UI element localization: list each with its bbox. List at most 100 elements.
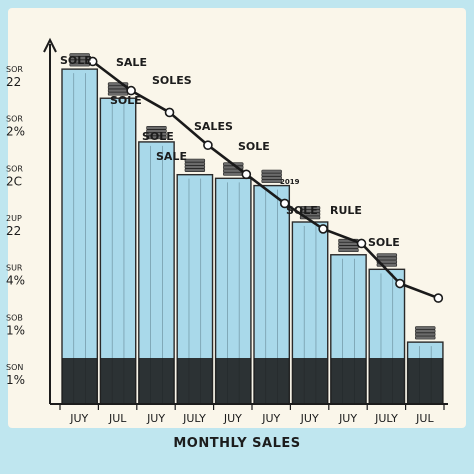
coin-stack <box>184 168 206 172</box>
chart-title: MONTHLY SALES <box>173 436 301 451</box>
trend-point <box>279 198 290 209</box>
x-tick-labels: JUY JUL JUY JULY JUY JUY JUY JUY JULY JUL <box>69 412 434 425</box>
annotation-label: SOLE <box>238 140 270 153</box>
y-tick-label: SOR <box>6 164 23 173</box>
bar <box>99 82 137 405</box>
trend-line-group <box>87 56 444 303</box>
coin-stack <box>184 158 206 163</box>
bar <box>406 326 444 405</box>
coin-stack <box>184 165 206 169</box>
y-tick-label: 2C <box>6 174 22 188</box>
trend-point <box>356 238 367 249</box>
coin-stack <box>146 126 167 130</box>
annotation-label: SOLE <box>286 204 318 217</box>
coin-stack <box>184 161 206 166</box>
annotation-label: SOLES <box>152 74 192 87</box>
bar-base <box>138 358 175 404</box>
coin-stack <box>261 179 282 183</box>
bar-base <box>369 358 405 404</box>
trend-point <box>126 85 136 96</box>
y-tick-label: 1% <box>6 373 25 387</box>
bar-base <box>215 358 251 404</box>
bar <box>214 162 252 405</box>
y-tick-label: SUR <box>6 264 23 273</box>
coin-stack <box>338 248 359 253</box>
bar-base <box>100 358 136 404</box>
x-tick-label: JUL <box>415 412 434 425</box>
coin-stack <box>338 245 359 249</box>
bar-base <box>62 358 98 404</box>
coin-stack <box>299 206 321 210</box>
coin-stack <box>415 326 436 330</box>
coin-stack <box>69 53 90 57</box>
bars-group <box>61 53 444 405</box>
trend-point <box>318 224 328 234</box>
y-axis-arrow <box>43 37 57 53</box>
coin-stack <box>415 335 436 340</box>
y-tick-label: SOR <box>6 115 23 124</box>
bar-body <box>99 97 137 405</box>
x-tick-label: JUY <box>338 412 357 425</box>
coin-stack <box>107 88 129 93</box>
coin-stack <box>415 332 436 337</box>
coin-stack <box>415 329 436 334</box>
bar-base <box>330 358 367 404</box>
x-tick-label: JULY <box>374 412 398 425</box>
annotation-label: SOLE <box>142 130 174 143</box>
coin-stack <box>338 242 359 246</box>
annotation-label: SOLE <box>60 54 92 67</box>
x-tick-label: JUY <box>223 412 242 425</box>
x-tick-label: JUL <box>108 412 127 425</box>
bar-base <box>254 358 290 404</box>
bar <box>368 253 406 405</box>
trend-point <box>433 293 444 303</box>
bar-base <box>407 358 443 404</box>
bar <box>253 169 291 405</box>
annotation-label: RULE <box>330 204 362 217</box>
coin-stack <box>376 253 398 258</box>
y-tick-label: 22 <box>6 224 21 238</box>
trend-point <box>203 140 213 150</box>
bar-base <box>292 358 328 404</box>
annotation-label: SALE <box>156 150 187 163</box>
bar <box>291 206 329 405</box>
axes-group <box>43 37 448 410</box>
coin-stack <box>223 172 244 176</box>
bar-body <box>61 68 99 405</box>
y-tick-label: SON <box>6 363 23 372</box>
x-tick-label: JUY <box>261 412 280 425</box>
trend-line <box>91 60 439 300</box>
y-tick-label: 2% <box>6 125 25 139</box>
x-tick-label: JUY <box>69 412 88 425</box>
x-tick-label: JULY <box>182 412 206 425</box>
bar <box>138 126 175 405</box>
annotation-label: SALES <box>194 120 233 133</box>
annotation-label: SALE <box>116 56 147 69</box>
annotation-label: SOLE <box>368 236 400 249</box>
bar-base <box>177 358 213 404</box>
trend-point <box>241 169 252 180</box>
y-tick-label: SOR <box>6 65 23 74</box>
trend-point <box>87 56 98 67</box>
annotation-label: 2019 <box>280 178 300 186</box>
bar <box>330 238 367 405</box>
coin-stack <box>261 169 282 174</box>
coin-stack <box>376 256 398 261</box>
annotation-label: SOLE <box>110 94 142 107</box>
annotations-group: SOLE SALE SOLES SOLE SOLE SALE SALES SOLE 2019 SO… <box>60 54 400 249</box>
y-tick-label: 1% <box>6 323 25 337</box>
y-tick-label: 22 <box>6 75 21 89</box>
y-tick-label: 4% <box>6 274 25 288</box>
x-tick-label: JUY <box>146 412 165 425</box>
y-tick-label: SOB <box>6 313 23 322</box>
trend-point <box>164 107 175 118</box>
y-tick-label: 2UP <box>6 214 22 223</box>
bar <box>176 158 214 405</box>
coin-stack <box>261 176 282 180</box>
trend-point <box>395 278 405 289</box>
bar <box>61 53 99 405</box>
coin-stack <box>261 172 282 177</box>
